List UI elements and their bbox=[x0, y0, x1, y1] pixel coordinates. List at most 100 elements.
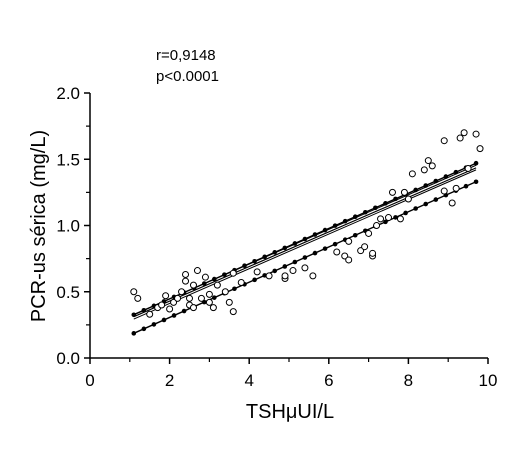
data-point bbox=[289, 267, 297, 275]
x-tick-label: 4 bbox=[244, 371, 253, 390]
data-point bbox=[178, 288, 186, 296]
data-point bbox=[182, 277, 190, 285]
data-point bbox=[385, 214, 392, 222]
data-point bbox=[162, 292, 170, 300]
y-tick-label: 1.0 bbox=[56, 217, 80, 236]
data-point bbox=[448, 199, 456, 207]
data-point bbox=[221, 288, 229, 296]
data-point bbox=[134, 294, 142, 302]
data-point bbox=[209, 304, 217, 312]
data-point bbox=[197, 294, 205, 302]
data-point bbox=[420, 166, 428, 174]
prediction-lower-dot bbox=[252, 277, 257, 283]
data-point bbox=[369, 249, 377, 257]
data-point bbox=[400, 188, 408, 196]
p-value: p<0.0001 bbox=[156, 68, 219, 85]
x-tick-label: 6 bbox=[324, 371, 333, 390]
data-point bbox=[456, 134, 464, 142]
prediction-upper-dot bbox=[453, 169, 459, 175]
prediction-lower-dot bbox=[423, 201, 429, 207]
prediction-lower-dot bbox=[393, 215, 398, 220]
data-points bbox=[130, 129, 484, 318]
data-point bbox=[166, 305, 174, 313]
x-tick-label: 2 bbox=[165, 371, 174, 390]
data-point bbox=[333, 248, 341, 256]
prediction-lower-dot bbox=[161, 317, 167, 323]
data-point bbox=[189, 304, 197, 312]
regression-lines bbox=[131, 160, 479, 336]
chart-axes: 0 2 4 6 8 10 0.0 0.5 1.0 1.5 2.0 bbox=[56, 84, 497, 390]
prediction-upper-dot bbox=[413, 187, 418, 193]
prediction-lower-dot bbox=[131, 331, 137, 336]
confidence-lower-line bbox=[133, 169, 477, 320]
data-point bbox=[404, 195, 412, 203]
prediction-lower-dot bbox=[322, 246, 328, 251]
prediction-lower-dot bbox=[312, 250, 318, 256]
prediction-lower-dot bbox=[141, 326, 147, 332]
data-point bbox=[229, 269, 237, 277]
data-point bbox=[365, 229, 373, 237]
x-tick-label: 8 bbox=[404, 371, 413, 390]
data-point bbox=[388, 188, 396, 196]
y-tick-label: 1.5 bbox=[56, 150, 80, 169]
data-point bbox=[345, 256, 353, 264]
prediction-lower-dot bbox=[282, 264, 288, 269]
prediction-upper-dot bbox=[212, 276, 217, 282]
prediction-lower-dot bbox=[171, 313, 177, 318]
data-point bbox=[301, 264, 309, 272]
data-point bbox=[309, 272, 317, 280]
data-point bbox=[158, 301, 166, 309]
prediction-upper-dot bbox=[352, 214, 358, 220]
prediction-lower-dot bbox=[352, 232, 358, 238]
data-point bbox=[377, 215, 385, 223]
prediction-upper-dot bbox=[292, 241, 298, 246]
data-point bbox=[373, 222, 381, 229]
data-point bbox=[170, 298, 178, 306]
prediction-lower-dot bbox=[272, 268, 278, 274]
data-point bbox=[146, 310, 154, 318]
prediction-upper-dot bbox=[423, 183, 429, 188]
data-point bbox=[396, 215, 404, 223]
data-point bbox=[341, 252, 349, 260]
prediction-upper-dot bbox=[332, 223, 338, 228]
prediction-lower-dot bbox=[473, 179, 479, 185]
y-tick-label: 0.5 bbox=[56, 283, 80, 302]
prediction-upper-dot bbox=[342, 218, 348, 224]
prediction-lower-dot bbox=[302, 255, 308, 260]
prediction-upper-dot bbox=[131, 312, 137, 318]
prediction-upper-dot bbox=[433, 178, 439, 184]
data-point bbox=[357, 247, 365, 255]
data-point bbox=[440, 137, 448, 145]
data-point bbox=[237, 278, 245, 286]
data-point bbox=[476, 145, 484, 153]
x-tick-label: 10 bbox=[479, 371, 498, 390]
prediction-upper-dot bbox=[262, 254, 267, 260]
correlation-coefficient: r=0,9148 bbox=[156, 47, 216, 64]
y-tick-label: 2.0 bbox=[56, 84, 80, 103]
data-point bbox=[428, 162, 436, 170]
data-point bbox=[174, 294, 182, 302]
y-tick-label: 0.0 bbox=[56, 349, 80, 368]
prediction-upper-dot bbox=[383, 201, 388, 206]
prediction-upper-dot bbox=[242, 263, 247, 269]
prediction-lower-dot bbox=[463, 183, 469, 189]
prediction-upper-dot bbox=[322, 227, 328, 233]
data-point bbox=[281, 272, 289, 280]
prediction-lower-dot bbox=[413, 206, 418, 211]
data-point bbox=[205, 290, 213, 298]
x-axis-label: TSHμUI/L bbox=[246, 401, 334, 423]
prediction-upper-dot bbox=[312, 232, 318, 237]
data-point bbox=[193, 267, 201, 275]
prediction-lower-dot bbox=[181, 308, 187, 314]
data-point bbox=[464, 165, 472, 173]
data-point bbox=[408, 170, 416, 178]
data-point bbox=[225, 298, 233, 306]
regression-line bbox=[133, 167, 477, 318]
data-point bbox=[205, 298, 213, 306]
data-point bbox=[130, 288, 138, 296]
data-point bbox=[182, 271, 190, 279]
data-point bbox=[452, 184, 460, 192]
prediction-lower-dot bbox=[433, 197, 439, 202]
prediction-upper-dot bbox=[393, 196, 398, 202]
y-axis-label: PCR-us sérica (mg/L) bbox=[28, 130, 50, 322]
